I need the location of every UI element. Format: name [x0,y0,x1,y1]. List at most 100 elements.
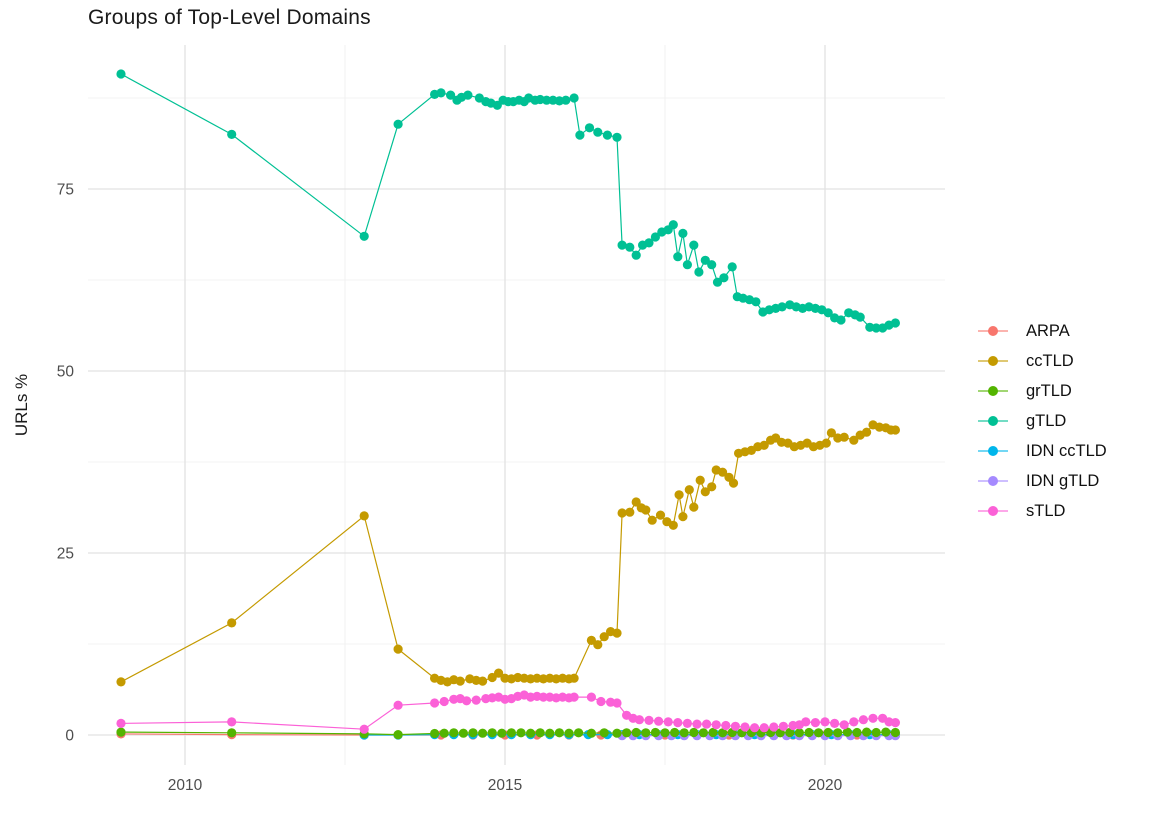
data-point [759,440,769,450]
data-point [718,728,728,738]
x-tick-label: 2020 [808,777,843,794]
series-stld [116,690,901,734]
data-point [458,728,468,738]
data-point [823,308,833,318]
data-point [881,727,891,737]
data-point [586,692,597,702]
data-point [625,242,635,252]
x-tick-label: 2015 [488,777,522,794]
data-point [535,728,545,738]
data-point [839,432,849,442]
data-point [769,722,779,732]
data-point [849,435,859,445]
data-point [631,727,641,738]
data-point [506,728,516,738]
data-point [890,718,901,728]
data-point [599,728,609,738]
data-point [821,438,831,448]
data-point [634,715,645,725]
data-point [833,728,843,738]
data-point [759,723,769,733]
data-point [855,312,865,322]
data-point [471,695,481,705]
axis-tick-labels: 0 25 50 75 2010 2015 2020 [57,182,843,795]
series-gtld [116,69,901,333]
legend-marker-icon [978,445,1008,457]
legend-key-dot [988,416,998,426]
data-point [730,721,741,731]
data-point [804,727,814,738]
data-point [700,255,710,265]
data-point [116,677,126,687]
data-point [692,719,702,729]
data-point [227,129,237,139]
data-point [612,698,622,708]
legend-item-label: ccTLD [1026,351,1074,370]
data-point [449,728,459,738]
legend-item-stld: sTLD [978,496,1107,526]
legend-marker-icon [978,325,1008,337]
data-point [655,510,666,520]
legend-marker-icon [978,385,1008,397]
data-point [668,520,678,530]
data-point [678,511,688,522]
data-point [487,672,497,683]
data-point [673,718,683,728]
legend-key-dot [988,446,998,456]
data-point [801,717,811,727]
legend-item-label: IDN gTLD [1026,471,1100,490]
legend-marker-icon [978,415,1008,427]
data-point [820,717,830,727]
data-point [663,717,673,727]
data-point [712,277,723,287]
data-point [596,696,606,707]
data-point [554,728,565,738]
data-point [430,698,440,708]
data-point [719,273,729,283]
data-point [708,727,718,738]
y-tick-label: 75 [57,182,74,199]
data-point [682,718,693,729]
data-point [794,728,805,738]
data-point [612,628,622,638]
data-point [641,728,651,738]
data-point [497,728,507,738]
legend-item-idn-cctld: IDN ccTLD [978,436,1107,466]
y-tick-label: 25 [57,546,74,563]
data-point [890,727,901,738]
legend-key-dot [988,476,998,486]
data-point [359,724,369,734]
data-point [569,673,579,683]
data-point [494,668,504,678]
data-point [839,720,849,730]
data-point [622,728,632,738]
data-point [785,727,795,738]
data-point [593,127,603,137]
legend-item-cctld: ccTLD [978,346,1107,376]
legend-key-dot [988,326,998,336]
data-point [227,728,237,738]
data-point [740,722,750,732]
data-point [679,728,689,738]
data-point [569,692,579,702]
plot-title: Groups of Top-Level Domains [88,6,371,29]
data-point [617,508,627,518]
data-point [542,95,552,105]
data-point [526,728,536,738]
data-point [868,713,878,723]
data-point [625,507,635,517]
data-point [538,692,549,702]
data-point [871,727,881,738]
data-point [810,718,821,728]
data-point [682,260,693,270]
legend-item-label: sTLD [1026,501,1066,520]
data-point [359,511,369,521]
legend-item-label: gTLD [1026,411,1067,430]
data-point [436,88,446,98]
data-point [116,727,126,737]
data-point [393,119,403,129]
data-point [468,728,478,738]
data-point [830,718,840,729]
data-point [439,728,449,738]
